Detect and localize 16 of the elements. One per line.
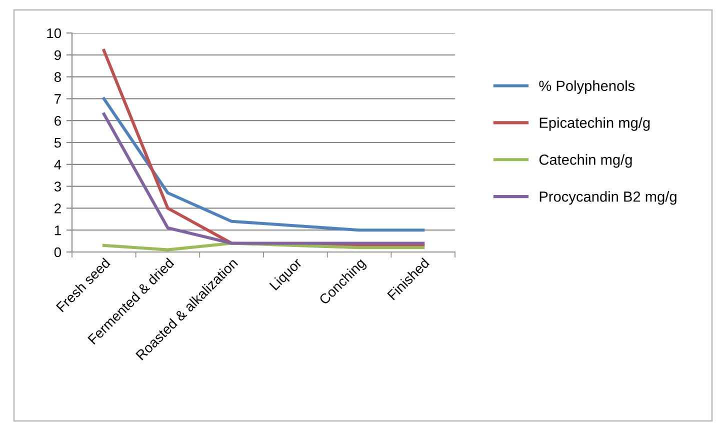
y-tick-label: 1 <box>54 226 61 236</box>
legend-label: Procycandin B2 mg/g <box>540 191 676 205</box>
y-tick-label: 5 <box>54 138 61 148</box>
legend-label: % Polyphenols <box>539 80 635 94</box>
y-tick-label: 4 <box>54 160 62 170</box>
y-tick-label: 8 <box>54 72 61 82</box>
y-tick-label: 7 <box>54 94 61 104</box>
line-series <box>102 97 425 232</box>
legend-label: Epicatechin mg/g <box>540 117 650 131</box>
y-tick-label: 2 <box>54 204 61 214</box>
y-tick-label: 10 <box>47 28 62 38</box>
y-tick-label: 0 <box>54 247 62 258</box>
y-tick-label: 3 <box>54 182 61 192</box>
y-tick-label: 9 <box>54 50 61 60</box>
legend-label: Catechin mg/g <box>539 154 632 168</box>
y-tick-label: 6 <box>54 116 61 126</box>
